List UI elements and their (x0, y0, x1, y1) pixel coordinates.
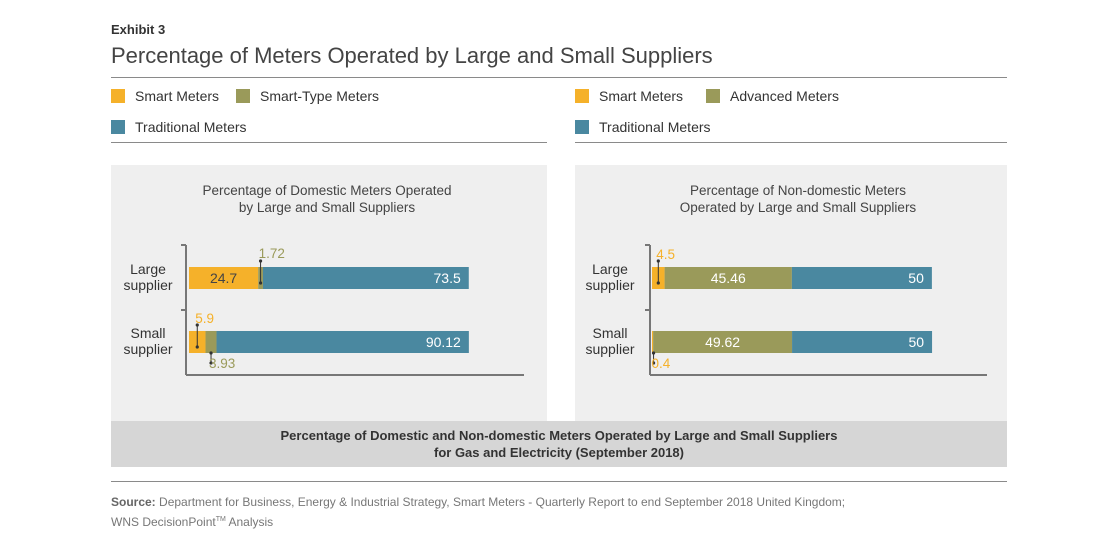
legend-label: Traditional Meters (599, 119, 711, 135)
bar-segment (652, 331, 654, 353)
bar-segment (653, 331, 793, 353)
callout-label: 0.4 (652, 356, 671, 371)
data-label: 24.7 (210, 270, 237, 286)
callout-dot (258, 259, 263, 263)
callout-dot (651, 361, 656, 365)
legend-swatch (575, 120, 589, 134)
callout-label: 1.72 (259, 246, 285, 261)
source-label: Source: (111, 495, 156, 509)
exhibit-label: Exhibit 3 (111, 22, 166, 37)
callout-dot (258, 281, 263, 285)
category-label: supplier (123, 341, 172, 357)
callout-dot (656, 259, 660, 263)
caption-line-1: Percentage of Domestic and Non-domestic … (280, 428, 838, 443)
chart-panel-domestic: Percentage of Domestic Meters Operated by… (111, 165, 547, 421)
bar-segment (205, 331, 217, 353)
legend-left-smart: Smart Meters (111, 88, 219, 104)
callout-label: 4.5 (656, 247, 675, 262)
footer-rule (111, 481, 1007, 482)
chart-title-line: by Large and Small Suppliers (239, 200, 416, 215)
data-label: 45.46 (711, 270, 746, 286)
title-rule (111, 77, 1007, 78)
legend-label: Smart Meters (135, 88, 220, 104)
chart-domestic: Percentage of Domestic Meters Operated by… (123, 183, 524, 376)
legend-label: Smart-Type Meters (260, 88, 380, 104)
trademark: TM (215, 516, 226, 523)
category-label: supplier (123, 277, 172, 293)
chart-title-line: Operated by Large and Small Suppliers (680, 200, 917, 215)
category-label: Large (592, 261, 628, 277)
legend-right-traditional: Traditional Meters (575, 119, 711, 135)
legend-swatch (111, 120, 125, 134)
callout-dot (195, 345, 199, 349)
callout-dot (651, 351, 656, 355)
legend-swatch (706, 89, 720, 103)
source-note: Source: Department for Business, Energy … (111, 494, 1011, 531)
bar-segment (664, 267, 792, 289)
data-label: 50 (908, 270, 924, 286)
category-label: Small (130, 325, 165, 341)
callout-label: 5.9 (195, 311, 214, 326)
chart-title-line: Percentage of Domestic Meters Operated (202, 183, 451, 198)
callout-dot (195, 323, 199, 327)
legend-label: Advanced Meters (730, 88, 839, 104)
legend-swatch (575, 89, 589, 103)
legend-swatch (236, 89, 250, 103)
source-text: Department for Business, Energy & Indust… (159, 495, 846, 509)
legend-right-smart: Smart Meters (575, 88, 683, 104)
category-label: Small (592, 325, 627, 341)
data-label: 50 (908, 334, 924, 350)
chart-panel-nondomestic: Percentage of Non-domestic Meters Operate… (575, 165, 1007, 421)
callout-dot (209, 361, 213, 365)
data-label: 90.12 (426, 334, 461, 350)
bar-segment (262, 267, 469, 289)
category-label: supplier (585, 277, 634, 293)
chart-nondomestic: Percentage of Non-domestic Meters Operate… (585, 183, 987, 376)
legend-label: Traditional Meters (135, 119, 247, 135)
legend-right-rule (575, 142, 1007, 143)
legend-swatch (111, 89, 125, 103)
callout-label: 3.93 (209, 356, 235, 371)
category-label: supplier (585, 341, 634, 357)
chart-title-line: Percentage of Non-domestic Meters (690, 183, 906, 198)
bar-segment (216, 331, 469, 353)
legend-right-advanced: Advanced Meters (706, 88, 839, 104)
bar-segment (791, 267, 932, 289)
bar-segment (189, 267, 259, 289)
caption-line-2: for Gas and Electricity (September 2018) (434, 445, 684, 460)
source-analysis: WNS DecisionPoint (111, 515, 216, 529)
chart-caption: Percentage of Domestic and Non-domestic … (111, 421, 1007, 467)
source-analysis-suffix: Analysis (225, 515, 274, 529)
legend-label: Smart Meters (599, 88, 684, 104)
bar-segment (792, 331, 933, 353)
legend-left-rule (111, 142, 547, 143)
data-label: 73.5 (434, 270, 461, 286)
legend-left-traditional: Traditional Meters (111, 119, 247, 135)
category-label: Large (130, 261, 166, 277)
callout-dot (209, 351, 213, 355)
legend-left-smarttype: Smart-Type Meters (236, 88, 379, 104)
data-label: 49.62 (705, 334, 740, 350)
callout-dot (656, 281, 660, 285)
page-title: Percentage of Meters Operated by Large a… (111, 43, 713, 68)
